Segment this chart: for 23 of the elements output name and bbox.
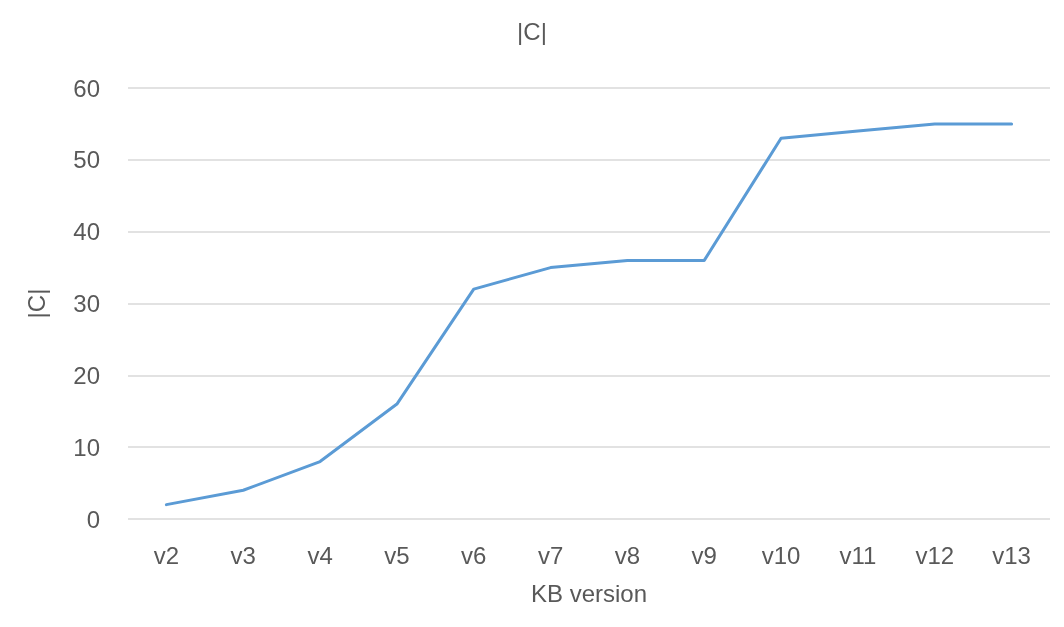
x-tick-label: v6	[461, 541, 487, 569]
x-tick-label: v4	[307, 541, 333, 569]
x-tick-label: v11	[839, 541, 877, 569]
x-tick-label: v9	[691, 541, 717, 569]
y-tick-label: 10	[73, 433, 100, 461]
y-axis-title: |C|	[22, 288, 50, 319]
y-tick-label: 0	[86, 505, 100, 533]
y-tick-label: 20	[73, 361, 100, 389]
x-tick-label: v10	[761, 541, 801, 569]
x-tick-label: v13	[992, 541, 1031, 569]
y-tick-label: 30	[73, 290, 100, 317]
x-tick-label: v7	[537, 541, 564, 569]
x-tick-label: v12	[915, 541, 955, 569]
x-tick-label: v2	[153, 541, 180, 569]
y-tick-label: 40	[73, 218, 100, 246]
x-tick-label: v3	[230, 541, 256, 569]
chart-title: |C|	[517, 17, 547, 45]
x-axis-title: KB version	[530, 579, 648, 607]
y-tick-label: 50	[73, 146, 100, 174]
y-tick-label: 60	[73, 74, 100, 102]
x-tick-label: v8	[614, 541, 641, 569]
line-series	[164, 122, 1014, 507]
x-tick-label: v5	[384, 541, 410, 569]
